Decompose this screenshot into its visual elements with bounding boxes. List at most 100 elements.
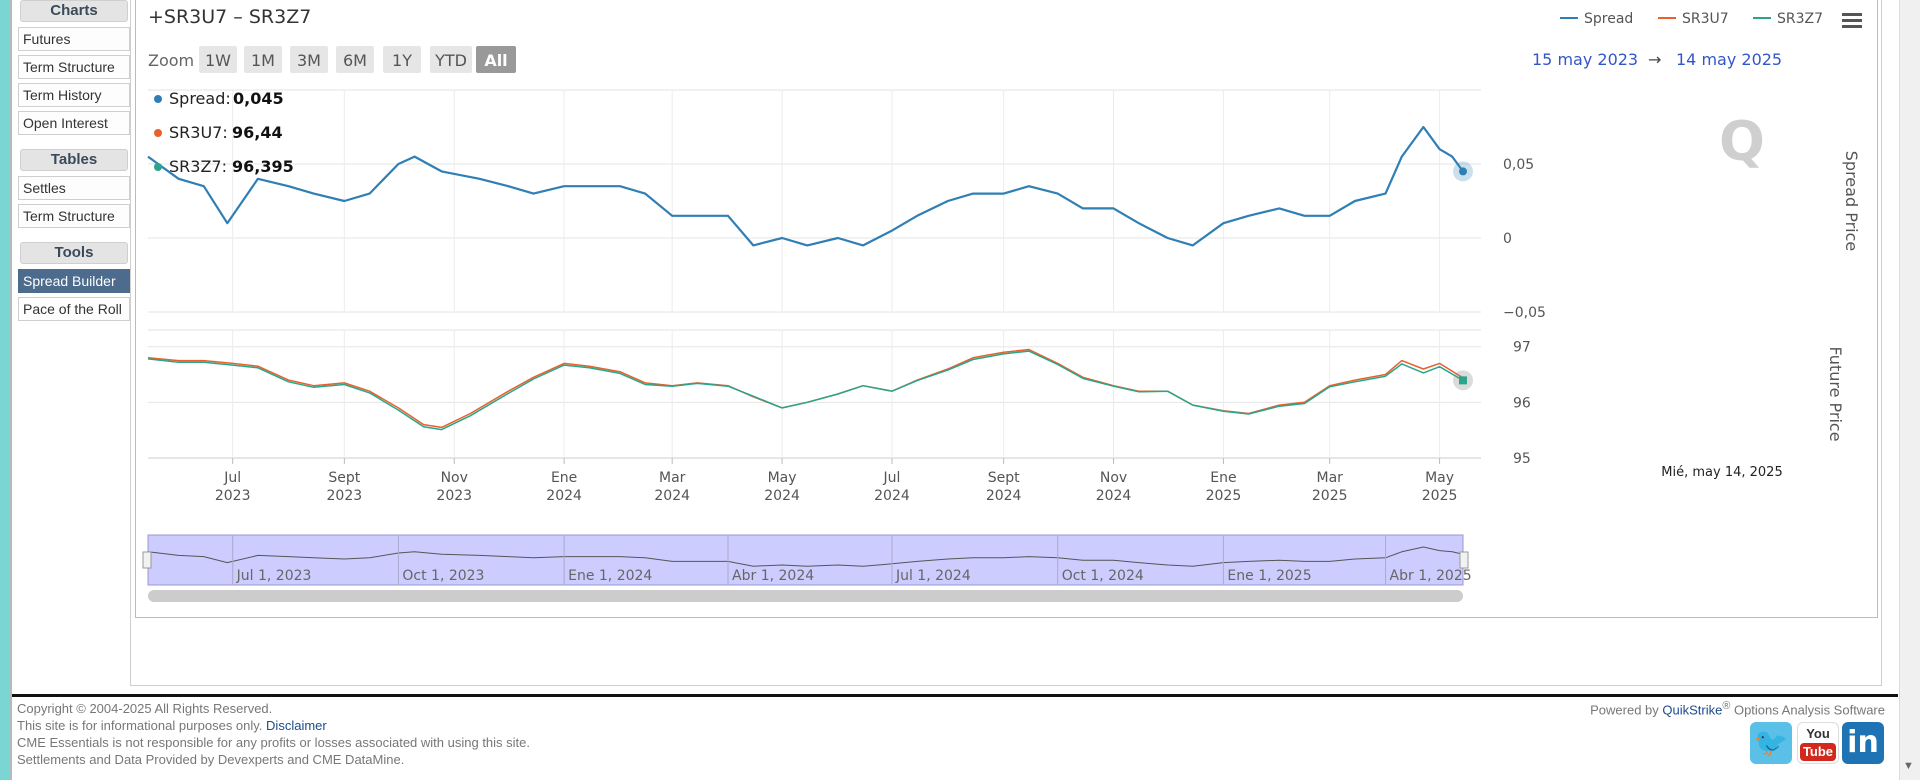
- tooltip-value-sr3z7: 96,395: [232, 157, 294, 176]
- zoom-button-label-all: All: [484, 51, 507, 70]
- future-ytick-label: 97: [1513, 340, 1531, 356]
- twitter-icon[interactable]: 🐦: [1750, 722, 1792, 764]
- x-tick-month: Mar: [659, 470, 686, 486]
- x-tick-month: Jul: [223, 470, 241, 486]
- legend-label-spread: Spread: [1584, 11, 1633, 27]
- series-line-sr3u7: [147, 348, 1464, 429]
- tooltip-dot-spread: [154, 95, 162, 103]
- tooltip-dot-sr3u7: [154, 129, 162, 137]
- future-ylabel: Future Price: [1826, 346, 1845, 441]
- sidebar-heading-tools: Tools: [20, 242, 128, 264]
- x-tick-month: May: [1425, 470, 1454, 486]
- x-tick-month: Nov: [441, 470, 468, 486]
- zoom-button-6m[interactable]: [336, 46, 374, 73]
- sidebar-heading-charts: Charts: [20, 0, 128, 22]
- range-from-input: 15 may 2023: [1532, 50, 1638, 69]
- zoom-button-1y[interactable]: [383, 46, 421, 73]
- future-hover-point: [1459, 376, 1467, 385]
- tooltip-label-sr3z7: SR3Z7:: [169, 157, 227, 176]
- footer-divider: [12, 694, 1898, 697]
- navigator-handle-left[interactable]: [142, 551, 152, 569]
- x-tick-month: Sept: [328, 470, 360, 486]
- zoom-button-label-1w: 1W: [205, 51, 231, 70]
- quikstrike-link[interactable]: QuikStrike: [1662, 702, 1723, 718]
- sidebar-item-pace-of-the-roll[interactable]: Pace of the Roll: [18, 297, 130, 321]
- x-tick-year: 2024: [654, 488, 690, 504]
- youtube-icon[interactable]: You Tube: [1797, 722, 1839, 764]
- spread-ytick-label: 0,05: [1503, 157, 1534, 173]
- tooltip-dot-sr3z7: [154, 163, 162, 171]
- hover-date-label: Mié, may 14, 2025: [1661, 465, 1782, 480]
- x-tick-year: 2023: [436, 488, 472, 504]
- linkedin-icon[interactable]: in: [1842, 722, 1884, 764]
- quikstrike-watermark: Q: [1719, 110, 1765, 173]
- x-tick-month: Jul: [883, 470, 901, 486]
- legend-label-sr3z7: SR3Z7: [1777, 11, 1823, 27]
- window-edge-border: [10, 0, 12, 780]
- zoom-button-label-3m: 3M: [297, 51, 321, 70]
- zoom-button-1m[interactable]: [244, 46, 282, 73]
- zoom-button-label-ytd: YTD: [434, 51, 467, 70]
- spread-chart[interactable]: +SR3U7 – SR3Z7 Zoom 1W 1M 3M 6M 1Y YTD All 15 may…: [136, 0, 1879, 618]
- sidebar-item-settles[interactable]: Settles: [18, 176, 130, 200]
- zoom-button-1w[interactable]: [199, 46, 237, 73]
- sidebar-item-term-structure-table[interactable]: Term Structure: [18, 204, 130, 228]
- sidebar-heading-tables: Tables: [20, 149, 128, 171]
- x-tick-year: 2024: [986, 488, 1022, 504]
- x-tick-month: Ene: [1210, 470, 1236, 486]
- x-tick-month: Nov: [1100, 470, 1127, 486]
- footer-copyright: Copyright © 2004-2025 All Rights Reserve…: [17, 701, 273, 716]
- disclaimer-link[interactable]: Disclaimer: [266, 718, 327, 733]
- navigator-handle-right[interactable]: [1459, 551, 1469, 569]
- tooltip-label-sr3u7: SR3U7:: [169, 123, 228, 142]
- sidebar-item-open-interest[interactable]: Open Interest: [18, 111, 130, 135]
- series-line-sr3z7: [147, 350, 1464, 431]
- window-edge: [0, 0, 10, 780]
- x-tick-year: 2024: [546, 488, 582, 504]
- scroll-down-arrow-icon[interactable]: ▼: [1903, 760, 1914, 772]
- navigator-selection[interactable]: [147, 534, 1464, 586]
- x-tick-year: 2023: [215, 488, 251, 504]
- navigator-label: Ene 1, 2025: [1227, 568, 1311, 584]
- range-arrow: →: [1648, 50, 1661, 69]
- navigator-label: Abr 1, 2024: [732, 568, 814, 584]
- zoom-button-3m[interactable]: [290, 46, 328, 73]
- tooltip-value-sr3u7: 96,44: [232, 123, 283, 142]
- range-to-input: 14 may 2025: [1676, 50, 1782, 69]
- navigator-label: Jul 1, 2024: [895, 568, 971, 584]
- navigator-label: Ene 1, 2024: [568, 568, 652, 584]
- x-tick-year: 2023: [327, 488, 363, 504]
- x-tick-year: 2024: [764, 488, 800, 504]
- footer: Copyright © 2004-2025 All Rights Reserve…: [17, 700, 530, 768]
- x-tick-year: 2025: [1422, 488, 1458, 504]
- navigator-scrollbar[interactable]: [148, 590, 1463, 602]
- x-tick-month: Mar: [1316, 470, 1343, 486]
- tooltip-value-spread: 0,045: [233, 89, 284, 108]
- vertical-scrollbar[interactable]: [1899, 0, 1920, 780]
- zoom-button-all[interactable]: [476, 46, 516, 73]
- x-tick-year: 2024: [874, 488, 910, 504]
- spread-ytick-label: −0,05: [1503, 305, 1546, 321]
- zoom-button-label-6m: 6M: [343, 51, 367, 70]
- chart-title: +SR3U7 – SR3Z7: [148, 6, 311, 28]
- navigator-label: Oct 1, 2024: [1062, 568, 1144, 584]
- zoom-label: Zoom: [148, 51, 194, 70]
- navigator-line: [147, 546, 1464, 567]
- tooltip-label-spread: Spread:: [169, 89, 231, 108]
- footer-provided-by: Settlements and Data Provided by Devexpe…: [17, 752, 405, 767]
- spread-ytick-label: 0: [1503, 231, 1512, 247]
- spread-hover-point: [1459, 167, 1467, 176]
- sidebar: Charts Futures Term Structure Term Histo…: [18, 0, 130, 325]
- zoom-button-ytd[interactable]: [430, 46, 472, 73]
- sidebar-item-spread-builder[interactable]: Spread Builder: [18, 269, 130, 293]
- x-tick-year: 2025: [1206, 488, 1242, 504]
- sidebar-item-term-history[interactable]: Term History: [18, 83, 130, 107]
- future-ytick-label: 96: [1513, 395, 1531, 411]
- hamburger-menu-icon[interactable]: [1842, 13, 1862, 28]
- zoom-button-label-1m: 1M: [251, 51, 275, 70]
- footer-responsibility: CME Essentials is not responsible for an…: [17, 735, 531, 750]
- sidebar-item-futures[interactable]: Futures: [18, 27, 130, 51]
- zoom-button-label-1y: 1Y: [392, 51, 412, 70]
- navigator-label: Oct 1, 2023: [402, 568, 484, 584]
- sidebar-item-term-structure-chart[interactable]: Term Structure: [18, 55, 130, 79]
